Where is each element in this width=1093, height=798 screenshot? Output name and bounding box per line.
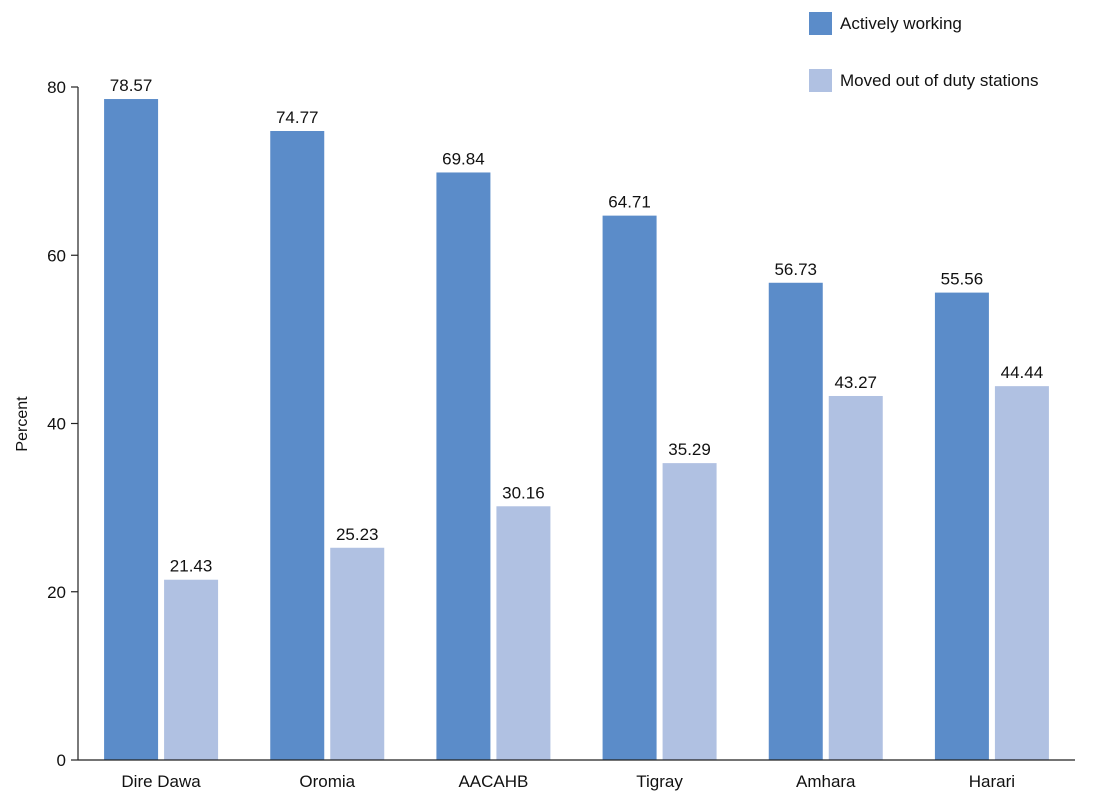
bar (934, 292, 989, 760)
bar-value-label: 21.43 (170, 557, 213, 576)
y-tick-label: 20 (47, 583, 66, 602)
bar (164, 579, 219, 760)
x-axis: Dire Dawa Oromia AACAHB Tigray Amhara Harari (121, 772, 1015, 791)
bar-value-label: 64.71 (608, 193, 651, 212)
y-tick-label: 0 (57, 751, 66, 770)
x-tick-label: Amhara (796, 772, 856, 791)
bar (768, 282, 823, 760)
bars (104, 99, 1049, 760)
bar-value-label: 55.56 (941, 270, 984, 289)
x-tick-label: AACAHB (458, 772, 528, 791)
y-tick-label: 40 (47, 415, 66, 434)
legend-label: Actively working (840, 14, 962, 33)
legend: Actively working Moved out of duty statio… (809, 12, 1038, 92)
legend-swatch (809, 12, 832, 35)
bar-value-label: 78.57 (110, 76, 153, 95)
y-tick-label: 80 (47, 78, 66, 97)
bar (496, 506, 551, 760)
value-labels: 78.57 21.43 74.77 25.23 69.84 30.16 64.71 35.29… (110, 76, 1043, 576)
bar (994, 386, 1049, 760)
bar (662, 463, 717, 760)
x-tick-label: Harari (969, 772, 1015, 791)
bar-value-label: 74.77 (276, 108, 319, 127)
bar-value-label: 69.84 (442, 149, 485, 168)
bar-value-label: 30.16 (502, 483, 545, 502)
bar (104, 99, 159, 760)
bar (330, 547, 385, 760)
bar (436, 172, 491, 760)
legend-swatch (809, 69, 832, 92)
y-tick-label: 60 (47, 246, 66, 265)
bar (828, 395, 883, 760)
bar-value-label: 25.23 (336, 525, 379, 544)
bar-value-label: 35.29 (668, 440, 711, 459)
legend-label: Moved out of duty stations (840, 71, 1038, 90)
bar (602, 215, 657, 760)
x-tick-label: Dire Dawa (121, 772, 201, 791)
bar-value-label: 56.73 (774, 260, 817, 279)
bar-value-label: 44.44 (1001, 363, 1044, 382)
bar-value-label: 43.27 (834, 373, 877, 392)
x-tick-label: Oromia (299, 772, 355, 791)
y-axis: 0 20 40 60 80 (47, 78, 78, 770)
bar (270, 130, 325, 760)
y-axis-title: Percent (14, 396, 31, 452)
x-tick-label: Tigray (636, 772, 683, 791)
